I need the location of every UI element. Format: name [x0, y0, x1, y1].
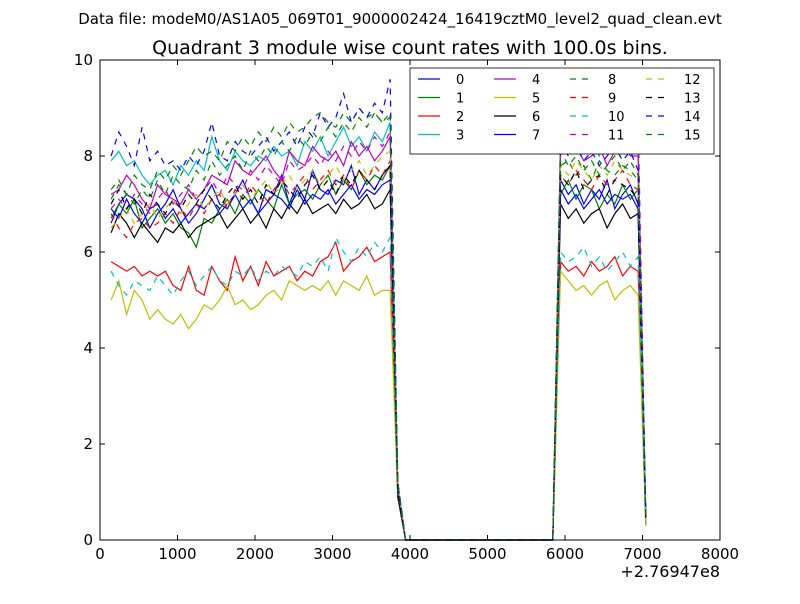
legend-label: 10	[608, 110, 625, 125]
y-tick-label: 4	[83, 339, 93, 357]
x-tick-label: 1000	[158, 545, 196, 563]
legend-label: 14	[684, 110, 701, 125]
x-axis: 0 1000 2000 3000 4000 5000 6000 7000 8000	[95, 60, 739, 563]
series-line-0	[110, 163, 647, 541]
legend-label: 12	[684, 73, 701, 88]
series-line-5	[110, 269, 647, 541]
x-tick-label: 5000	[468, 545, 506, 563]
legend-label: 3	[456, 129, 464, 144]
legend-label: 1	[456, 92, 464, 107]
legend-label: 0	[456, 73, 464, 88]
figure-suptitle: Data file: modeM0/AS1A05_069T01_90000024…	[78, 10, 722, 29]
legend-label: 11	[608, 129, 625, 144]
x-offset-label: +2.76947e8	[620, 562, 720, 581]
plot-lines	[110, 79, 647, 541]
legend-label: 2	[456, 110, 464, 125]
x-tick-label: 4000	[391, 545, 429, 563]
legend-label: 15	[684, 129, 701, 144]
series-line-8	[110, 106, 647, 541]
y-tick-label: 0	[83, 531, 93, 549]
series-line-12	[110, 150, 647, 541]
y-tick-label: 6	[83, 243, 93, 261]
x-tick-label: 3000	[313, 545, 351, 563]
x-tick-label: 2000	[236, 545, 274, 563]
legend-label: 4	[532, 73, 540, 88]
legend-label: 9	[608, 92, 616, 107]
legend-label: 7	[532, 129, 540, 144]
series-line-11	[110, 106, 647, 541]
legend-box	[409, 67, 715, 155]
series-line-1	[110, 163, 647, 541]
legend-label: 13	[684, 92, 701, 107]
series-line-10	[110, 235, 647, 541]
series-line-2	[110, 240, 647, 541]
legend-label: 6	[532, 110, 540, 125]
chart-title: Quadrant 3 module wise count rates with …	[152, 37, 668, 59]
x-tick-label: 6000	[546, 545, 584, 563]
series-line-13	[110, 163, 647, 541]
series-line-9	[110, 158, 647, 541]
y-tick-label: 2	[83, 435, 93, 453]
series-line-6	[110, 187, 647, 541]
series-line-15	[110, 111, 647, 541]
y-tick-label: 8	[83, 147, 93, 165]
legend-label: 8	[608, 73, 616, 88]
x-tick-label: 8000	[701, 545, 739, 563]
x-tick-label: 7000	[623, 545, 661, 563]
y-tick-label: 10	[74, 51, 93, 69]
x-tick-label: 0	[95, 545, 105, 563]
legend-label: 5	[532, 92, 540, 107]
